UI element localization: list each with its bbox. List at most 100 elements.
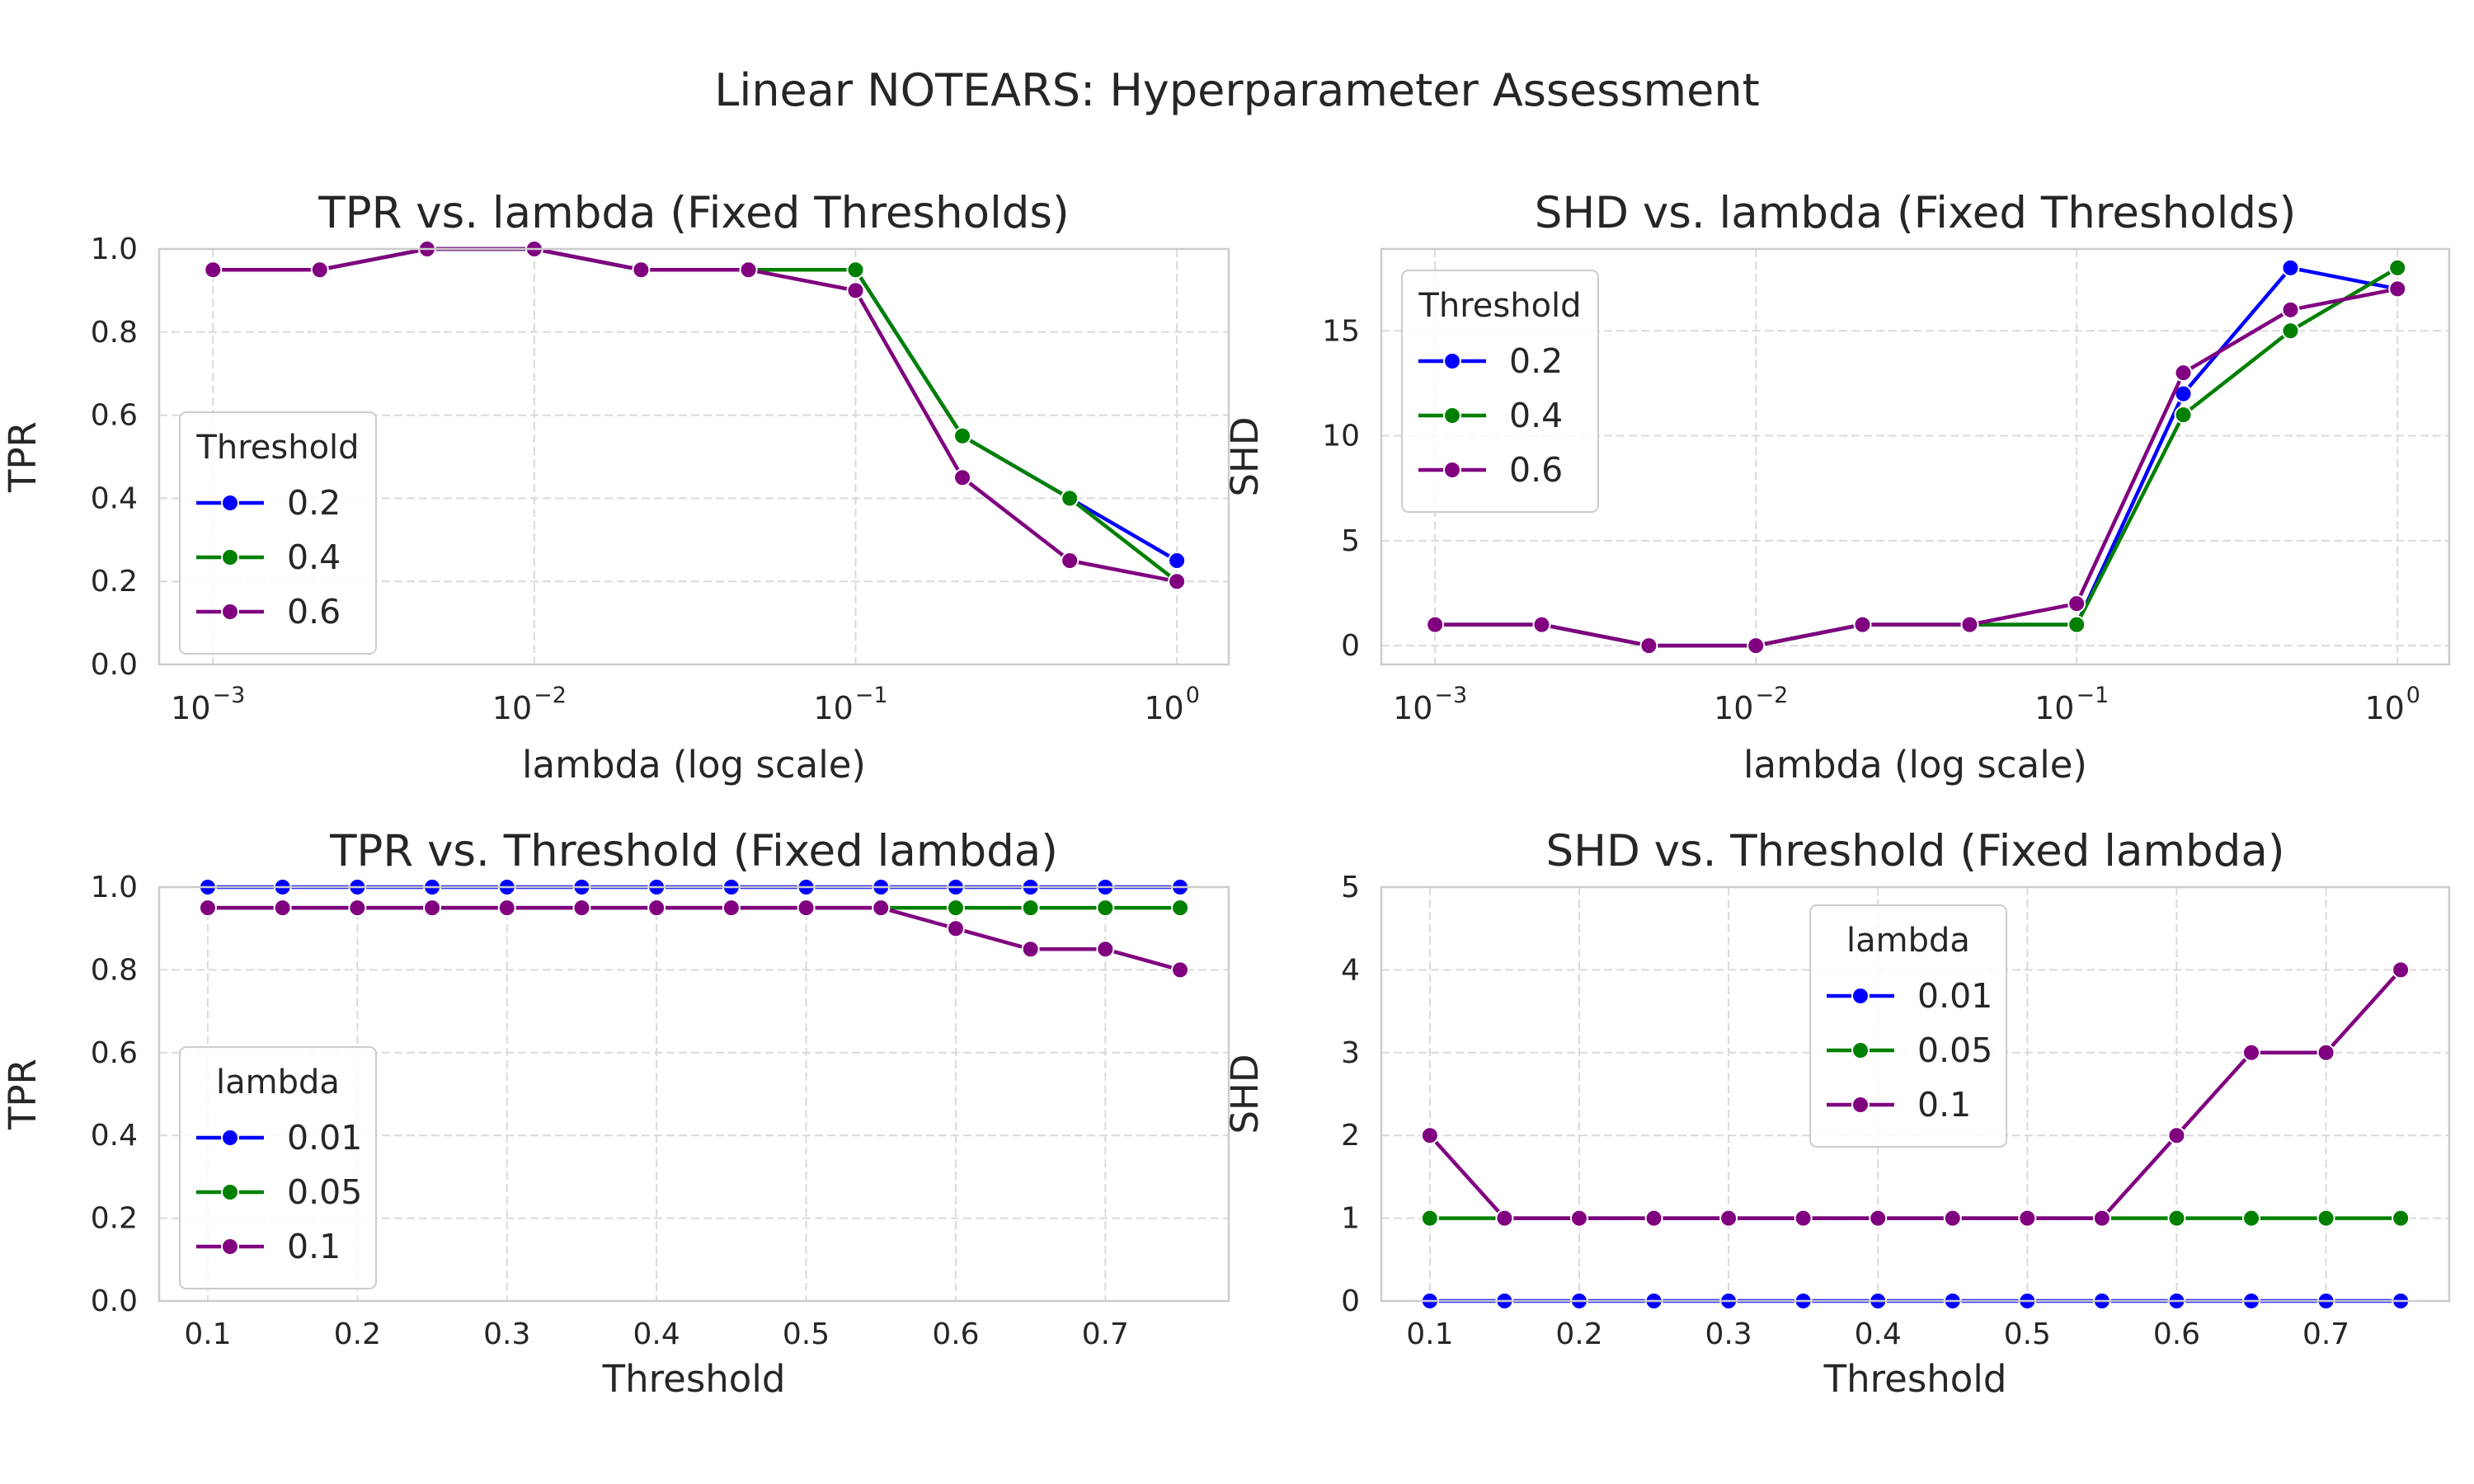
- panel-title: TPR vs. Threshold (Fixed lambda): [329, 826, 1058, 876]
- data-point: [1639, 636, 1658, 655]
- x-tick-label: 0.1: [1406, 1317, 1453, 1351]
- x-tick-label: 0.6: [932, 1317, 979, 1351]
- x-tick-label: 0.1: [184, 1317, 231, 1351]
- x-tick-label: 0.4: [1855, 1317, 1902, 1351]
- x-tick-label: 0.2: [334, 1317, 381, 1351]
- legend-marker: [221, 1183, 239, 1201]
- x-axis-label: lambda (log scale): [1743, 743, 2087, 787]
- figure-suptitle: Linear NOTEARS: Hyperparameter Assessmen…: [714, 64, 1760, 116]
- data-point: [632, 261, 651, 279]
- data-point: [1853, 615, 1872, 634]
- data-point: [1096, 899, 1115, 918]
- data-point: [2316, 1043, 2335, 1062]
- legend-marker: [1443, 352, 1461, 370]
- legend-label: 0.01: [1917, 976, 1992, 1016]
- data-point: [2092, 1209, 2111, 1228]
- legend-entry-0.1: 0.1: [196, 1227, 341, 1266]
- axes-frame: [158, 885, 1230, 1303]
- legend-box: [1401, 270, 1599, 513]
- data-point: [2281, 258, 2300, 277]
- data-point: [572, 899, 591, 918]
- x-tick-label: 10−2: [492, 683, 567, 726]
- data-point: [1960, 615, 1979, 634]
- axes-frame: [158, 247, 1230, 666]
- data-point: [1021, 940, 1040, 959]
- legend-title: Threshold: [195, 429, 359, 467]
- data-point: [1426, 615, 1445, 634]
- y-tick-label: 5: [1341, 871, 1360, 904]
- data-point: [1096, 940, 1115, 959]
- data-point: [2242, 1043, 2261, 1062]
- data-point: [1420, 1209, 1439, 1228]
- data-point: [739, 261, 758, 279]
- data-point: [1061, 489, 1079, 508]
- series-0.6: [1426, 279, 2407, 655]
- data-point: [1747, 636, 1766, 655]
- x-axis-label: Threshold: [602, 1357, 786, 1401]
- data-point: [310, 261, 329, 279]
- series-0.6: [204, 240, 1187, 591]
- legend-box: [1809, 904, 2007, 1148]
- y-tick-label: 10: [1322, 420, 1360, 453]
- data-point: [1569, 1209, 1588, 1228]
- y-tick-label: 2: [1341, 1119, 1360, 1153]
- y-tick-label: 1.0: [91, 871, 138, 904]
- y-tick-label: 0.4: [91, 1119, 138, 1153]
- x-tick-label: 10−3: [1393, 683, 1467, 726]
- legend-marker: [221, 1129, 239, 1147]
- data-point: [946, 919, 965, 938]
- y-tick-label: 0.8: [91, 316, 138, 350]
- series-0.1: [1420, 960, 2411, 1228]
- legend-marker: [1851, 1096, 1870, 1114]
- y-tick-label: 0: [1341, 1284, 1360, 1318]
- data-point: [846, 261, 865, 279]
- legend-label: 0.4: [1509, 396, 1563, 435]
- y-tick-label: 0: [1341, 629, 1360, 663]
- data-point: [1168, 572, 1187, 591]
- data-point: [2392, 1209, 2411, 1228]
- panel-title: SHD vs. Threshold (Fixed lambda): [1545, 826, 2284, 876]
- x-tick-label: 0.3: [483, 1317, 530, 1351]
- data-point: [722, 899, 741, 918]
- data-point: [497, 899, 516, 918]
- legend-entry-0.01: 0.01: [1827, 976, 1992, 1016]
- data-point: [2388, 279, 2407, 298]
- legend-label: 0.05: [287, 1172, 362, 1212]
- x-tick-label: 100: [2364, 683, 2420, 726]
- data-point: [273, 899, 292, 918]
- legend-marker: [1851, 1041, 1870, 1059]
- legend-title: lambda: [1846, 922, 1970, 960]
- legend-marker: [221, 1237, 239, 1256]
- data-point: [2392, 960, 2411, 979]
- y-axis-label: SHD: [1223, 1054, 1267, 1134]
- data-point: [1021, 899, 1040, 918]
- data-point: [953, 468, 972, 487]
- legend-label: 0.6: [287, 592, 341, 632]
- legend-entry-0.2: 0.2: [196, 483, 341, 523]
- legend-entry-0.6: 0.6: [1418, 450, 1563, 490]
- data-point: [198, 899, 217, 918]
- legend-marker: [221, 603, 239, 621]
- y-axis-label: TPR: [1, 1059, 45, 1130]
- data-point: [423, 899, 442, 918]
- data-point: [1644, 1209, 1663, 1228]
- legend: lambda 0.01 0.05 0.1: [1809, 904, 2007, 1148]
- y-tick-label: 3: [1341, 1036, 1360, 1070]
- x-axis-label: Threshold: [1823, 1357, 2007, 1401]
- legend-entry-0.2: 0.2: [1418, 341, 1563, 381]
- data-point: [1719, 1209, 1738, 1228]
- legend: lambda 0.01 0.05 0.1: [179, 1046, 377, 1289]
- y-tick-label: 5: [1341, 524, 1360, 558]
- data-point: [1061, 552, 1079, 570]
- data-point: [2281, 322, 2300, 340]
- legend-marker: [1443, 461, 1461, 479]
- legend-label: 0.6: [1509, 450, 1563, 490]
- x-tick-label: 10−1: [813, 683, 887, 726]
- y-tick-label: 1.0: [91, 232, 138, 266]
- legend-label: 0.05: [1917, 1031, 1992, 1070]
- axes-frame: [1380, 247, 2451, 666]
- data-point: [2388, 258, 2407, 277]
- y-axis-label: SHD: [1223, 416, 1267, 496]
- x-tick-label: 10−2: [1714, 683, 1788, 726]
- x-tick-label: 0.3: [1705, 1317, 1752, 1351]
